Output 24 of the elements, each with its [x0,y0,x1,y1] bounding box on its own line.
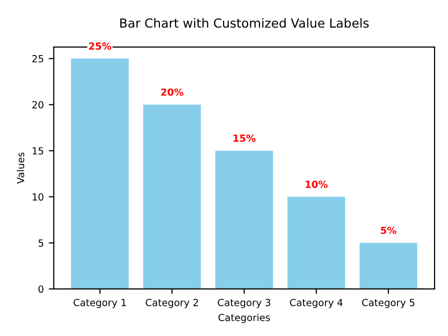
data-label: 20% [161,88,184,96]
y-axis-title: Values [16,152,24,184]
y-tick-label: 25 [32,55,44,62]
chart-title: Bar Chart with Customized Value Labels [120,18,369,28]
y-tick-label: 15 [32,147,44,155]
y-tick-label: 20 [32,101,44,108]
y-tick-label: 10 [32,193,44,201]
x-axis-title: Categories [218,314,270,324]
data-label: 15% [234,134,256,142]
bar [71,58,129,289]
x-tick-label: Category 3 [218,298,270,308]
data-label: 25% [89,42,112,50]
y-tick-label: 5 [38,239,44,247]
x-tick-label: Category 2 [146,298,198,308]
data-label: 5% [380,226,396,234]
bar [143,104,201,289]
y-tick-label: 0 [38,285,44,293]
x-tick-label: Category 5 [362,298,414,308]
bar [215,150,274,289]
data-label: 10% [306,180,328,188]
bar [360,242,418,289]
x-tick-label: Category 1 [74,298,126,308]
bar [287,196,346,289]
x-tick-label: Category 4 [290,298,343,308]
